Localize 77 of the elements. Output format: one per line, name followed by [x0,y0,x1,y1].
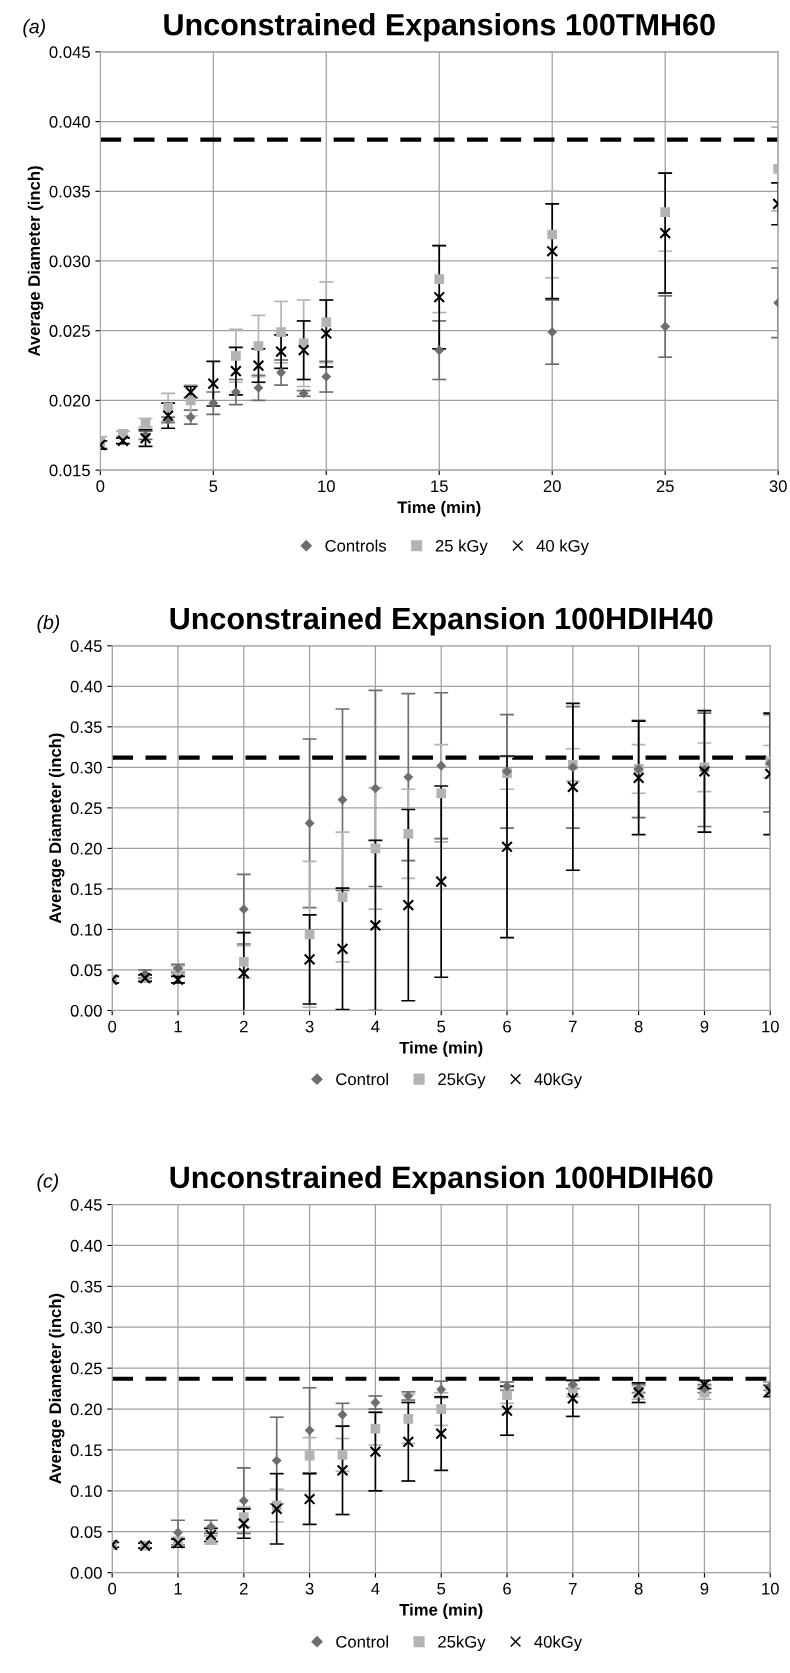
chart-title: Unconstrained Expansions 100TMH60 [164,13,715,42]
x-axis-title: Time (min) [397,500,481,517]
x-tick-label: 30 [769,480,787,493]
y-tick-label: 0.30 [70,1321,102,1334]
y-tick-label: 0.030 [49,255,90,268]
x-tick-label: 3 [305,1582,314,1595]
chart-title: Unconstrained Expansion 100HDIH60 [170,1165,713,1195]
y-tick-label: 0.30 [70,761,102,774]
y-tick-label: 0.35 [70,721,102,734]
y-axis-title: Average Diameter (inch) [48,733,65,924]
x-tick-label: 2 [240,1582,248,1595]
legend-label: 25kGy [438,1635,486,1651]
y-tick-label: 0.035 [49,185,90,198]
x-tick-label: 0 [96,480,105,493]
legend-label: 40 kGy [536,539,589,556]
legend-label: 40kGy [534,1635,583,1651]
y-tick-label: 0.020 [49,394,90,407]
y-tick-label: 0.20 [70,1403,102,1416]
y-tick-label: 0.040 [49,115,90,128]
y-tick-label: 0.045 [49,46,90,59]
x-tick-label: 10 [318,480,335,493]
legend-label: Control [336,1635,388,1648]
x-tick-label: 0 [108,1020,117,1033]
x-tick-label: 10 [762,1020,779,1033]
x-axis-title: Time (min) [399,1603,483,1619]
legend-label: 40kGy [534,1072,583,1089]
chart-title: Unconstrained Expansion 100HDIH40 [170,606,713,636]
x-tick-label: 7 [569,1020,577,1033]
y-tick-label: 0.10 [70,923,102,936]
y-axis-title: Average Diameter (inch) [48,1293,65,1484]
y-tick-label: 0.15 [70,1444,102,1457]
y-tick-label: 0.00 [70,1004,102,1017]
x-tick-label: 6 [503,1582,511,1595]
x-tick-label: 1 [174,1582,182,1595]
legend-label: Control [336,1072,388,1086]
y-tick-label: 0.15 [70,883,102,896]
y-axis-title: Average Diameter (inch) [27,166,44,357]
legend-label: 25 kGy [435,539,488,556]
x-tick-label: 8 [634,1582,643,1595]
x-tick-label: 10 [762,1582,779,1595]
x-tick-label: 5 [437,1020,446,1033]
text: (c) [37,1173,59,1192]
x-tick-label: 6 [503,1020,511,1033]
y-tick-label: 0.025 [49,325,90,337]
x-tick-label: 4 [371,1020,380,1033]
y-tick-label: 0.20 [70,842,102,855]
x-tick-label: 8 [634,1020,643,1033]
y-tick-label: 0.45 [70,640,102,652]
x-tick-label: 15 [431,480,448,493]
y-tick-label: 0.05 [70,964,102,977]
x-tick-label: 3 [305,1020,314,1033]
text: (a) [23,19,45,38]
x-tick-label: 0 [108,1582,117,1595]
y-tick-label: 0.25 [70,1362,102,1375]
y-tick-label: 0.35 [70,1280,102,1293]
x-tick-label: 5 [437,1582,446,1595]
legend-label: 25kGy [438,1072,486,1089]
x-tick-label: 7 [569,1582,577,1595]
x-tick-label: 1 [174,1020,182,1033]
x-tick-label: 2 [240,1020,248,1033]
x-tick-label: 9 [700,1582,709,1595]
x-tick-label: 4 [371,1582,380,1595]
x-tick-label: 25 [656,480,674,493]
x-tick-label: 5 [209,480,218,493]
x-tick-label: 9 [700,1020,709,1033]
x-axis-title: Time (min) [399,1041,483,1057]
y-tick-label: 0.40 [70,680,102,693]
text: (b) [37,614,60,633]
y-tick-label: 0.10 [70,1485,102,1498]
x-tick-label: 20 [543,480,561,493]
y-tick-label: 0.25 [70,802,102,815]
y-tick-label: 0.015 [49,464,90,477]
y-tick-label: 0.40 [70,1239,102,1252]
legend-label: Controls [325,539,387,552]
y-tick-label: 0.45 [70,1198,102,1211]
y-tick-label: 0.00 [70,1567,102,1579]
y-tick-label: 0.05 [70,1526,102,1538]
